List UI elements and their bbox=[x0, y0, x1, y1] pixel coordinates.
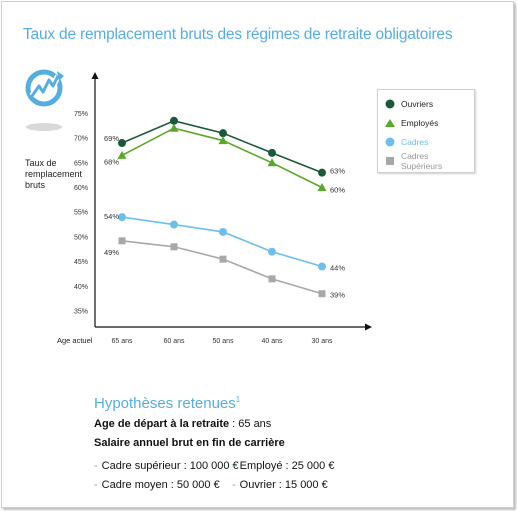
data-label: 68% bbox=[104, 157, 119, 166]
x-tick-label: 40 ans bbox=[261, 338, 283, 345]
y-tick-label: 45% bbox=[74, 259, 88, 266]
series-line bbox=[121, 127, 323, 189]
y-tick-label: 60% bbox=[74, 185, 88, 192]
data-point bbox=[219, 227, 227, 236]
data-label: 60% bbox=[330, 186, 345, 195]
legend-label: Cadres Supérieurs bbox=[401, 150, 443, 171]
data-point bbox=[118, 213, 126, 222]
y-tick-label: 50% bbox=[74, 234, 88, 241]
y-axis-label: Taux de remplacement bruts bbox=[25, 158, 83, 190]
circle-marker-icon bbox=[385, 99, 395, 108]
data-point bbox=[268, 148, 276, 157]
data-point bbox=[318, 168, 326, 177]
data-point bbox=[317, 183, 327, 191]
chart-legend: Ouvriers Employés Cadres Cadres Supérieu… bbox=[377, 89, 475, 173]
y-axis-arrow bbox=[91, 72, 99, 79]
legend-label: Cadres bbox=[401, 136, 429, 147]
data-point bbox=[118, 139, 126, 148]
legend-item-ouvriers: Ouvriers bbox=[384, 94, 468, 113]
data-point bbox=[219, 255, 227, 263]
data-point bbox=[170, 116, 178, 125]
data-label: 39% bbox=[330, 291, 345, 300]
legend-item-employes: Employés bbox=[384, 113, 468, 132]
x-tick-label: 65 ans bbox=[111, 338, 133, 345]
data-label: 69% bbox=[104, 134, 119, 143]
legend-item-cadres-sup: Cadres Supérieurs bbox=[384, 150, 468, 171]
data-point bbox=[318, 290, 326, 298]
y-tick-label: 35% bbox=[74, 309, 88, 316]
data-point bbox=[118, 237, 126, 245]
circle-marker-icon bbox=[385, 137, 395, 146]
data-label: 49% bbox=[104, 248, 119, 257]
data-label: 63% bbox=[330, 167, 345, 176]
hypothesis-item: - Cadre supérieur : 100 000 € bbox=[94, 460, 239, 472]
data-point bbox=[117, 150, 127, 159]
data-point bbox=[170, 243, 178, 251]
legend-label: Ouvriers bbox=[401, 98, 434, 109]
data-point bbox=[318, 262, 326, 271]
data-point bbox=[268, 247, 276, 256]
data-point bbox=[267, 158, 277, 167]
x-axis-arrow bbox=[365, 323, 372, 331]
triangle-marker-icon bbox=[385, 118, 395, 127]
legend-label: Employés bbox=[401, 117, 439, 128]
data-point bbox=[218, 136, 228, 145]
legend-item-cadres: Cadres bbox=[384, 132, 468, 151]
hypothesis-item: - Cadre moyen : 50 000 € bbox=[94, 479, 220, 491]
data-label: 44% bbox=[330, 264, 345, 273]
y-tick-label: 65% bbox=[74, 160, 88, 167]
y-tick-label: 70% bbox=[74, 136, 88, 143]
chart-title: Taux de remplacement bruts des régimes d… bbox=[23, 26, 453, 43]
series-line bbox=[121, 240, 323, 295]
hypothesis-age: Age de départ à la retraite : 65 ans bbox=[94, 418, 272, 430]
series-line bbox=[121, 119, 323, 174]
data-point bbox=[170, 220, 178, 229]
x-tick-label: 60 ans bbox=[163, 338, 185, 345]
data-point bbox=[169, 123, 179, 132]
hypothesis-item: - Employé : 25 000 € bbox=[232, 460, 335, 472]
x-tick-label: 50 ans bbox=[212, 338, 234, 345]
hypothesis-item: - Ouvrier : 15 000 € bbox=[232, 479, 328, 491]
y-tick-label: 55% bbox=[74, 210, 88, 217]
hypotheses-title: Hypothèses retenues1 bbox=[94, 395, 241, 412]
hypothesis-salaire: Salaire annuel brut en fin de carrière bbox=[94, 437, 285, 449]
x-tick-label: 30 ans bbox=[311, 338, 333, 345]
y-tick-label: 75% bbox=[74, 111, 88, 118]
y-tick-label: 40% bbox=[74, 284, 88, 291]
x-axis-label: Age actuel bbox=[57, 336, 93, 345]
square-marker-icon bbox=[386, 156, 394, 165]
data-point bbox=[268, 275, 276, 283]
logo-icon bbox=[25, 69, 64, 131]
data-label: 54% bbox=[104, 212, 119, 221]
data-point bbox=[219, 129, 227, 138]
